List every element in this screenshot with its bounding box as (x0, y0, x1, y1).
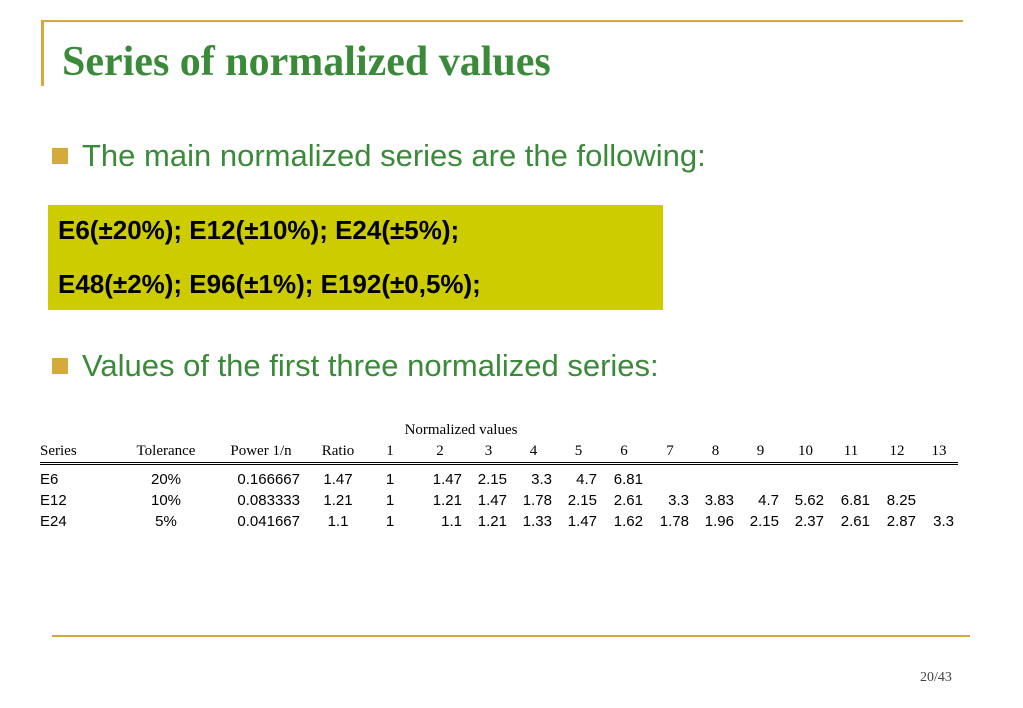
column-header: 7 (647, 441, 693, 465)
table-row: E24 5% 0.041667 1.1 1 1.1 1.21 1.33 1.47 1.62 1.78… (40, 511, 958, 532)
bullet-first-three: Values of the first three normalized ser… (52, 348, 659, 384)
table-cell: 0.083333 (237, 492, 300, 509)
bullet-main-series: The main normalized series are the follo… (52, 138, 706, 174)
table-cell: 1.21 (477, 513, 507, 530)
table-cell: 1.1 (441, 513, 462, 530)
table-cell: 1.1 (327, 513, 349, 530)
column-header: Tolerance (120, 441, 212, 465)
table-cell: 2.15 (567, 492, 597, 509)
group-header: Normalized values (404, 422, 518, 438)
bottom-rule (52, 635, 970, 637)
table-cell: 4.7 (576, 471, 597, 488)
table-cell: 1.47 (477, 492, 507, 509)
table-cell (738, 464, 783, 491)
table-cell: 2.15 (749, 513, 779, 530)
table-cell: 10% (150, 492, 182, 509)
table-cell: 2.15 (477, 471, 507, 488)
table-cell (920, 490, 958, 511)
table-cell: 6.81 (840, 492, 870, 509)
table-cell: 1.21 (432, 492, 462, 509)
table-cell: 1.96 (704, 513, 734, 530)
column-header: 1 (366, 441, 414, 465)
table-row: E6 20% 0.166667 1.47 1 1.47 2.15 3.3 4.7 6.81 (40, 464, 958, 491)
table-cell: 20% (150, 471, 182, 488)
left-rule (41, 20, 44, 86)
table-cell: E24 (40, 513, 67, 530)
table-cell: 0.166667 (237, 471, 300, 488)
column-header: 4 (511, 441, 556, 465)
table-cell: 1.47 (432, 471, 462, 488)
column-header: Ratio (310, 441, 366, 465)
page-number: 20/43 (920, 670, 952, 685)
column-header: 8 (693, 441, 738, 465)
table-cell: 1 (385, 471, 395, 488)
table-cell: 2.61 (613, 492, 643, 509)
column-header: 2 (414, 441, 466, 465)
column-header-row: Series Tolerance Power 1/n Ratio 1 2 3 4 5 6 7 8 9 10… (40, 441, 958, 465)
table-cell: 2.87 (886, 513, 916, 530)
table-cell: 3.3 (933, 513, 954, 530)
column-header: Power 1/n (212, 441, 310, 465)
table-cell: 1.47 (323, 471, 353, 488)
series-box: E6(±20%); E12(±10%); E24(±5%); E48(±2%);… (48, 205, 663, 310)
table-cell: 3.83 (704, 492, 734, 509)
table-cell: 0.041667 (237, 513, 300, 530)
column-header: 12 (874, 441, 920, 465)
table-cell: 6.81 (613, 471, 643, 488)
square-bullet-icon (52, 358, 68, 374)
table-cell: 1.78 (659, 513, 689, 530)
slide-title: Series of normalized values (62, 39, 551, 85)
table-cell (874, 464, 920, 491)
table-row: E12 10% 0.083333 1.21 1 1.21 1.47 1.78 2.15 2.61 3… (40, 490, 958, 511)
table-cell: 1 (385, 492, 395, 509)
table-cell: 1.62 (613, 513, 643, 530)
bullet-text: Values of the first three normalized ser… (82, 348, 659, 383)
column-header: 11 (828, 441, 874, 465)
column-header: Series (40, 441, 120, 465)
bullet-text: The main normalized series are the follo… (82, 138, 706, 173)
table-cell: 2.61 (840, 513, 870, 530)
table-cell: 1.33 (522, 513, 552, 530)
series-line-1: E6(±20%); E12(±10%); E24(±5%); (58, 215, 460, 245)
table-cell (693, 464, 738, 491)
table-cell: 5% (155, 513, 177, 530)
table-cell (828, 464, 874, 491)
table-cell: 2.37 (794, 513, 824, 530)
column-header: 3 (466, 441, 511, 465)
top-rule (42, 20, 963, 22)
column-header: 13 (920, 441, 958, 465)
table-cell (783, 464, 828, 491)
table-cell (920, 464, 958, 491)
column-header: 9 (738, 441, 783, 465)
table-cell: E12 (40, 492, 67, 509)
table-cell: 8.25 (886, 492, 916, 509)
table-cell: 4.7 (758, 492, 779, 509)
normalized-values-table: Normalized values Series Tolerance Power 1… (40, 420, 958, 532)
table-cell: E6 (40, 471, 59, 488)
column-header: 6 (601, 441, 647, 465)
table-cell (647, 464, 693, 491)
table-cell: 3.3 (668, 492, 689, 509)
table-cell: 1 (385, 513, 395, 530)
series-line-2: E48(±2%); E96(±1%); E192(±0,5%); (58, 269, 481, 299)
table-cell: 1.21 (323, 492, 353, 509)
table-cell: 3.3 (531, 471, 552, 488)
square-bullet-icon (52, 148, 68, 164)
column-header: 5 (556, 441, 601, 465)
table-cell: 1.47 (567, 513, 597, 530)
table-cell: 1.78 (522, 492, 552, 509)
table-cell: 5.62 (794, 492, 824, 509)
column-header: 10 (783, 441, 828, 465)
